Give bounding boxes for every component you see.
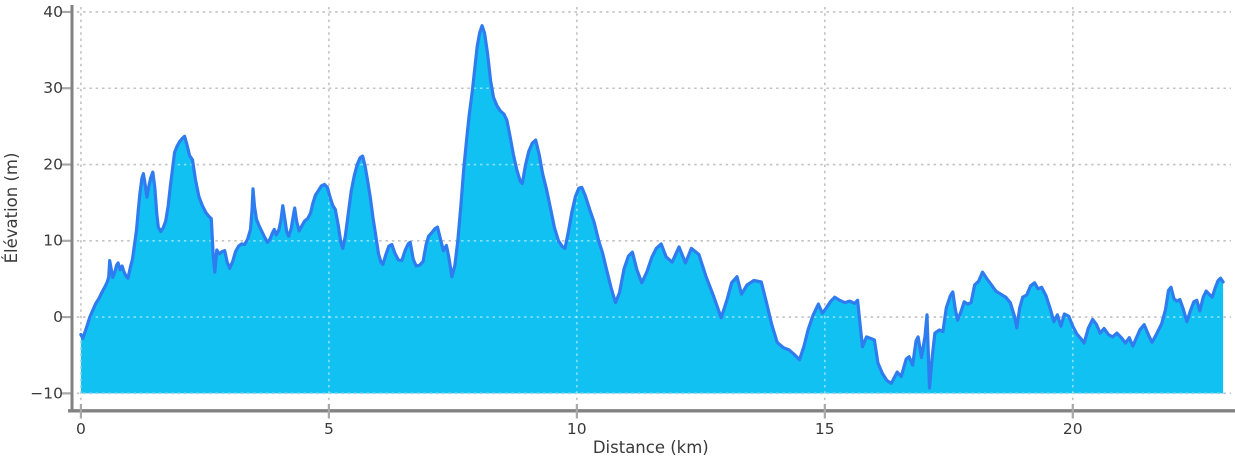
x-axis-title: Distance (km) bbox=[593, 438, 709, 457]
plot-area bbox=[61, 5, 1235, 419]
elevation-area bbox=[80, 25, 1224, 394]
tick-marks bbox=[61, 10, 1074, 419]
elevation-line bbox=[79, 24, 1225, 390]
x-tick-label-15: 15 bbox=[815, 420, 835, 438]
y-tick-label-30: 30 bbox=[43, 79, 63, 97]
x-tick-label-5: 5 bbox=[324, 420, 334, 438]
y-tick-label-minus10: −10 bbox=[30, 384, 63, 402]
x-tick-label-0: 0 bbox=[76, 420, 86, 438]
y-tick-label-20: 20 bbox=[43, 155, 63, 173]
y-tick-label-0: 0 bbox=[53, 308, 63, 326]
y-tick-label-10: 10 bbox=[43, 232, 63, 250]
y-tick-label-40: 40 bbox=[43, 3, 63, 21]
y-axis-title: Élévation (m) bbox=[2, 153, 21, 264]
x-tick-label-10: 10 bbox=[567, 420, 587, 438]
axis-labels: −10 0 10 20 30 40 0 5 10 15 20 Distance … bbox=[2, 3, 1083, 457]
x-tick-label-20: 20 bbox=[1063, 420, 1083, 438]
